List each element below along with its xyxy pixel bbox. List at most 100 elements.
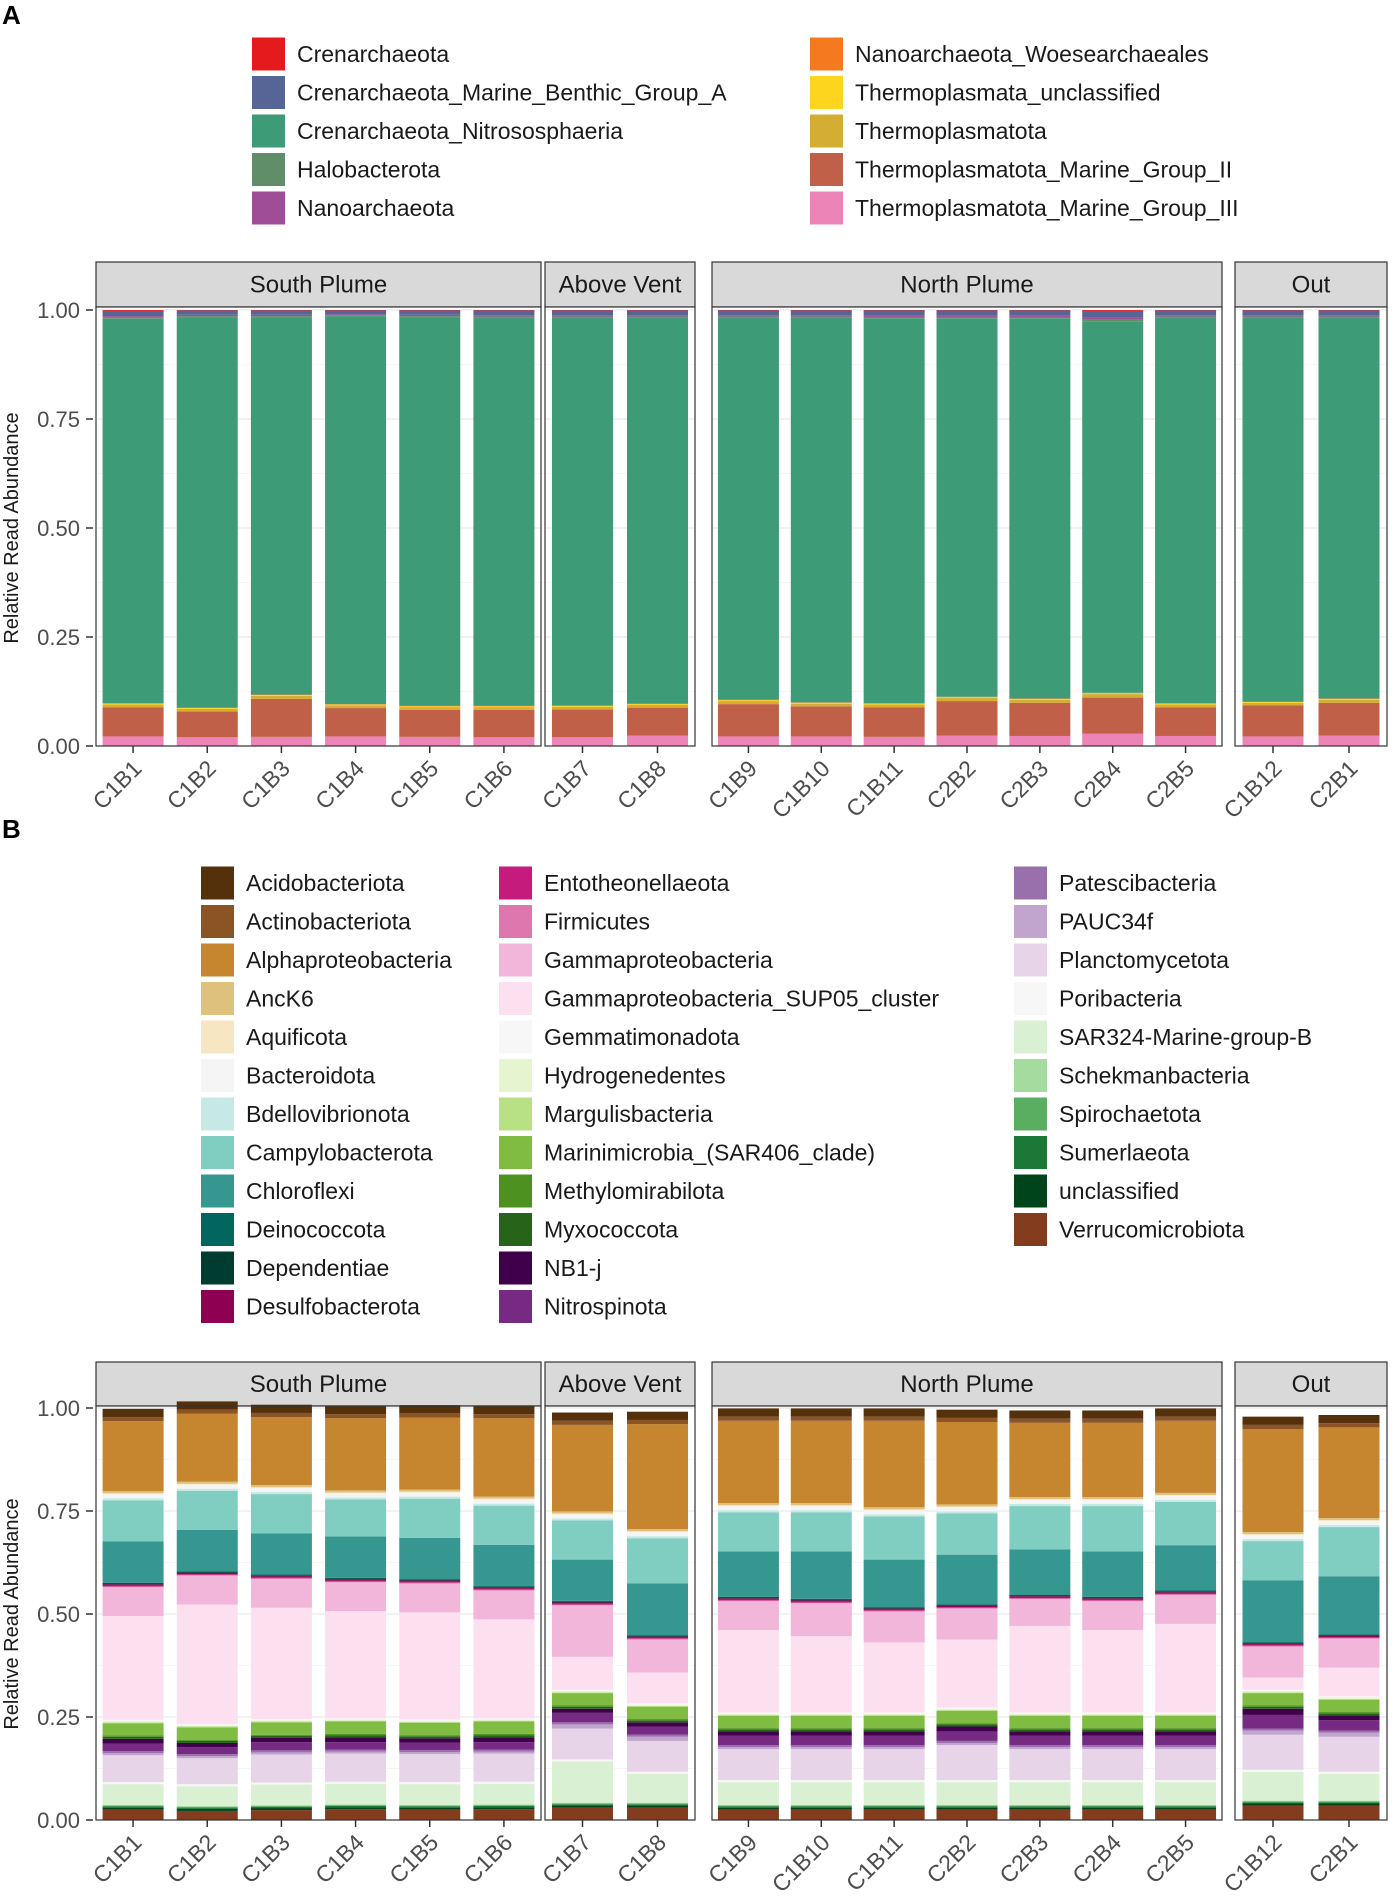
bar-segment-thermoplasmatota-marine-group-iii xyxy=(552,737,613,746)
legend-swatch-poribacteria xyxy=(1014,982,1047,1015)
bar-segment-margulisbacteria xyxy=(552,1692,613,1694)
bar-segment-unclassified xyxy=(863,1807,925,1810)
bar-segment-desulfobacterota xyxy=(399,1580,461,1582)
bar-segment-alphaproteobacteria xyxy=(399,1417,461,1490)
bar-segment-chloroflexi xyxy=(1242,1580,1304,1643)
bar-segment-campylobacterota xyxy=(1009,1506,1071,1550)
bar-segment-actinobacteriota xyxy=(863,1416,925,1421)
bar-segment-poribacteria xyxy=(1318,1771,1380,1774)
bar-segment-nitrospinota xyxy=(627,1726,688,1735)
legend-swatch-thermoplasmatota xyxy=(810,114,843,148)
bar-segment-gammaproteobacteria-sup05-cluster xyxy=(102,1616,164,1720)
bar-segment-chloroflexi xyxy=(627,1583,688,1636)
bar-segment-gammaproteobacteria xyxy=(325,1582,387,1612)
legend-label: Myxococcota xyxy=(544,1217,678,1243)
bar-segment-verrucomicrobiota xyxy=(1082,1809,1144,1820)
bar-segment-verrucomicrobiota xyxy=(1009,1809,1071,1820)
bar-segment-nb1-j xyxy=(552,1708,613,1713)
bar-segment-marinimicrobia-sar406-clade xyxy=(936,1710,998,1724)
legend-item: Desulfobacterota xyxy=(201,1290,420,1323)
bar-segment-sar324-marine-group-b xyxy=(1082,1782,1144,1805)
bar-segment-gemmatimonadota xyxy=(627,1703,688,1705)
bar-segment-verrucomicrobiota xyxy=(936,1809,998,1820)
bar-segment-crenarchaeota-marine-benthic-group-a xyxy=(790,310,852,316)
bar-segment-gammaproteobacteria xyxy=(473,1590,535,1620)
bar-segment-bacteroidota xyxy=(1242,1534,1304,1540)
legend-label: Nanoarchaeota_Woesearchaeales xyxy=(855,41,1209,67)
bar-segment-firmicutes xyxy=(863,1610,925,1612)
bar-segment-crenarchaeota xyxy=(102,310,164,311)
x-tick-label: C1B4 xyxy=(310,755,369,814)
x-tick-label: C1B9 xyxy=(703,755,762,814)
bar-segment-hydrogenedentes xyxy=(325,1719,387,1721)
bar-segment-alphaproteobacteria xyxy=(1318,1427,1380,1519)
bar-segment-pauc34f xyxy=(250,1752,312,1755)
bar-C2B4 xyxy=(1082,310,1144,746)
bar-C1B5 xyxy=(399,1405,461,1820)
bar-segment-firmicutes xyxy=(1242,1645,1304,1647)
x-tick-label: C1B12 xyxy=(1218,1829,1286,1897)
bar-segment-actinobacteriota xyxy=(102,1417,164,1422)
bar-segment-halobacterota xyxy=(473,316,535,318)
bar-C1B8 xyxy=(627,1411,688,1820)
bar-segment-firmicutes xyxy=(717,1600,779,1602)
bar-segment-sar324-marine-group-b xyxy=(627,1773,688,1803)
bar-segment-aquificota xyxy=(1009,1499,1071,1500)
facet-panel-bg xyxy=(96,1406,541,1820)
bar-segment-unclassified xyxy=(1242,1803,1304,1806)
bar-segment-gemmatimonadota xyxy=(717,1712,779,1714)
bar-segment-nitrospinota xyxy=(399,1742,461,1750)
bar-segment-thermoplasmata-unclassified xyxy=(936,697,998,699)
bar-segment-hydrogenedentes xyxy=(863,1713,925,1715)
bar-segment-poribacteria xyxy=(325,1781,387,1784)
bar-segment-unclassified xyxy=(250,1808,312,1811)
bar-segment-nitrospinota xyxy=(936,1731,998,1741)
legend-swatch-acidobacteriota xyxy=(201,866,234,900)
bar-segment-margulisbacteria xyxy=(863,1714,925,1716)
bar-segment-desulfobacterota xyxy=(1082,1598,1144,1600)
bar-segment-myxococcota xyxy=(552,1706,613,1709)
bar-segment-nanoarchaeota xyxy=(790,315,852,317)
bar-segment-dependentiae xyxy=(1242,1642,1304,1644)
facet-strip-label: South Plume xyxy=(250,1371,387,1398)
bar-segment-firmicutes xyxy=(552,1604,613,1606)
bar-segment-methylomirabilota xyxy=(936,1723,998,1725)
bar-segment-actinobacteriota xyxy=(552,1420,613,1425)
bar-segment-bacteroidota xyxy=(325,1493,387,1498)
bar-segment-marinimicrobia-sar406-clade xyxy=(863,1715,925,1729)
bar-segment-crenarchaeota-marine-benthic-group-a xyxy=(1082,310,1144,318)
bar-C1B7 xyxy=(552,1412,613,1820)
bar-segment-thermoplasmatota-marine-group-ii xyxy=(1318,702,1380,736)
facet-out: Out C1B12 C2B1 xyxy=(1218,261,1388,823)
bar-segment-gemmatimonadota xyxy=(863,1712,925,1714)
legend-label: Hydrogenedentes xyxy=(544,1063,726,1089)
bar-segment-firmicutes xyxy=(1009,1598,1071,1600)
bar-segment-alphaproteobacteria xyxy=(552,1424,613,1512)
bar-segment-dependentiae xyxy=(399,1579,461,1581)
bar-segment-campylobacterota xyxy=(717,1512,779,1552)
bar-segment-pauc34f xyxy=(1009,1747,1071,1750)
bar-C1B6 xyxy=(473,1405,535,1820)
bar-segment-desulfobacterota xyxy=(863,1608,925,1610)
bar-segment-verrucomicrobiota xyxy=(790,1809,852,1820)
bar-segment-entotheonellaeota xyxy=(936,1606,998,1608)
bar-segment-nitrospinota xyxy=(717,1735,779,1746)
bar-segment-dependentiae xyxy=(936,1604,998,1606)
bar-segment-unclassified xyxy=(473,1807,535,1810)
legend-label: AncK6 xyxy=(246,986,314,1012)
bar-segment-thermoplasmatota xyxy=(790,703,852,707)
bar-segment-poribacteria xyxy=(936,1780,998,1783)
legend-item: Crenarchaeota_Marine_Benthic_Group_A xyxy=(252,76,727,109)
bar-segment-myxococcota xyxy=(1155,1729,1217,1732)
bar-segment-chloroflexi xyxy=(863,1559,925,1607)
bar-segment-aquificota xyxy=(250,1487,312,1488)
bar-C1B4 xyxy=(325,310,387,746)
bar-segment-verrucomicrobiota xyxy=(102,1809,164,1820)
facet-strip-label: Above Vent xyxy=(559,272,682,299)
legend-item: Crenarchaeota_Nitrososphaeria xyxy=(252,114,623,148)
legend-swatch-crenarchaeota-marine-benthic-group-a xyxy=(252,76,285,109)
bar-segment-poribacteria xyxy=(1082,1780,1144,1783)
bar-segment-firmicutes xyxy=(325,1581,387,1583)
bar-segment-desulfobacterota xyxy=(473,1587,535,1589)
